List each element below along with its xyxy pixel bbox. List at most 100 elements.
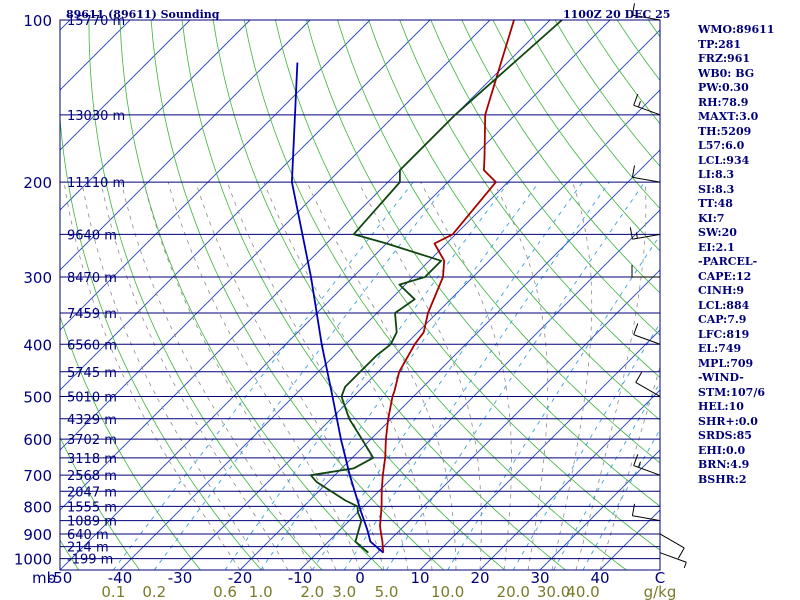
temperature-tick-label: C xyxy=(655,569,665,587)
moist-adiabat-line xyxy=(143,181,337,570)
wind-barb xyxy=(633,323,661,345)
pressure-tick-label: 600 xyxy=(23,431,52,449)
isotherm-line xyxy=(419,329,660,570)
index-entry: LCL:934 xyxy=(698,153,750,167)
mixing-ratio-tick-label: 5.0 xyxy=(375,583,399,600)
index-entry: BSHR:2 xyxy=(698,472,747,486)
index-entry: WMO:89611 xyxy=(698,23,775,36)
index-entry: EHI:0.0 xyxy=(698,443,746,457)
pressure-tick-label: 700 xyxy=(23,467,52,485)
isotherm-line xyxy=(60,20,431,391)
wind-barb-staff xyxy=(633,465,661,476)
dry-adiabat-line xyxy=(243,20,627,570)
mixing-ratio-tick-label: 10.0 xyxy=(431,583,464,600)
wind-barb-flag xyxy=(631,165,636,178)
chart-title: 89611 (89611) Sounding xyxy=(66,8,220,21)
background-lines xyxy=(60,20,660,570)
wind-barb xyxy=(659,552,687,569)
pressure-tick-label: 100 xyxy=(23,12,52,30)
index-entry: BRN:4.9 xyxy=(698,458,750,471)
mixing-ratio-tick-label: 30.0 xyxy=(537,583,570,600)
temperature-tick-label: 30 xyxy=(530,569,549,587)
pressure-tick-label: 800 xyxy=(23,498,52,516)
mixing-ratio-tick-label: 3.0 xyxy=(332,583,356,600)
temperature-tick-label: -10 xyxy=(288,569,313,587)
moist-adiabat-line xyxy=(358,181,482,570)
moist-adiabat-line xyxy=(81,182,265,570)
wind-barb xyxy=(631,503,661,522)
mixing-ratio-line xyxy=(112,181,414,570)
wind-barb-flag xyxy=(677,547,685,559)
temperature-tick-label: -40 xyxy=(108,569,133,587)
plot-frame xyxy=(59,19,661,571)
wind-barb-staff xyxy=(632,176,661,183)
mixing-ratio-tick-label: 2.0 xyxy=(300,583,324,600)
temperature-tick-label: -30 xyxy=(168,569,193,587)
wind-barb-flag xyxy=(633,454,639,466)
height-label: 1555 m xyxy=(67,500,117,515)
wind-barb xyxy=(631,3,661,21)
height-label: 9640 m xyxy=(67,228,117,243)
dry-adiabat-line xyxy=(306,20,660,507)
wind-barb xyxy=(635,371,661,397)
index-entry: SRDS:85 xyxy=(698,429,752,442)
index-entry: CINH:9 xyxy=(698,284,745,297)
height-label: 2568 m xyxy=(67,469,117,484)
wind-barb-staff xyxy=(633,334,661,345)
wind-barb xyxy=(631,264,660,278)
wind-barb-flag xyxy=(635,371,643,383)
index-entry: LI:8.3 xyxy=(698,168,735,181)
height-label: 2047 m xyxy=(67,485,117,500)
dry-adiabat-line xyxy=(212,20,566,570)
wind-barb-flag xyxy=(637,101,641,108)
index-entry: TP:281 xyxy=(698,37,742,51)
mixing-ratio-tick-label: 20.0 xyxy=(497,583,530,600)
wind-barb-flag xyxy=(635,232,638,239)
wind-barb-flag xyxy=(683,562,687,569)
mixing-ratio-line xyxy=(512,322,660,570)
wind-barb xyxy=(633,454,661,476)
moist-adiabat-line xyxy=(100,182,289,570)
moist-adiabat-line xyxy=(121,182,313,570)
temperature-tick-label: -50 xyxy=(48,569,73,587)
isotherm-line xyxy=(60,20,611,570)
isotherm-line xyxy=(60,20,311,271)
index-entry: CAP:7.9 xyxy=(698,313,747,326)
wind-barb-flag xyxy=(637,461,641,468)
wind-barb-staff xyxy=(659,533,685,549)
dry-adiabat-line xyxy=(275,20,660,551)
temperature-tick-label: 20 xyxy=(470,569,489,587)
index-entry: -WIND- xyxy=(698,371,744,384)
height-label: 214 m xyxy=(67,541,109,556)
wind-barb-staff xyxy=(632,515,661,522)
mixing-ratio-tick-label: 40.0 xyxy=(566,583,599,600)
height-label: 13030 m xyxy=(67,109,125,124)
wind-barb xyxy=(629,227,661,240)
mixing-ratio-line xyxy=(343,181,610,570)
index-entry: SW:20 xyxy=(698,226,737,239)
dry-adiabat-line xyxy=(337,20,660,464)
index-entry: TT:48 xyxy=(698,197,733,210)
wind-barb-staff xyxy=(632,14,661,21)
mixing-ratio-line xyxy=(386,181,645,570)
wind-barb xyxy=(631,165,661,183)
index-entry: EL:749 xyxy=(698,342,742,355)
moist-adiabat-line xyxy=(63,182,241,570)
wind-barb-staff xyxy=(635,382,661,397)
mixing-ratio-line xyxy=(311,181,583,570)
dry-adiabat-line xyxy=(181,20,505,570)
isotherm-line xyxy=(179,89,660,570)
index-entry: -PARCEL- xyxy=(698,255,758,268)
index-entry: LCL:884 xyxy=(698,298,750,312)
moist-adiabat-line xyxy=(493,181,549,570)
pressure-tick-label: 400 xyxy=(23,336,52,354)
height-label: -199 m xyxy=(67,553,113,568)
index-entry: PW:0.30 xyxy=(698,81,749,94)
index-entry: RH:78.9 xyxy=(698,95,749,109)
index-entry: SI:8.3 xyxy=(698,182,735,196)
pressure-tick-label: 200 xyxy=(23,174,52,192)
pressure-unit-label: mb xyxy=(32,569,56,587)
parcel-path xyxy=(290,62,384,554)
height-label: 5745 m xyxy=(67,366,117,381)
